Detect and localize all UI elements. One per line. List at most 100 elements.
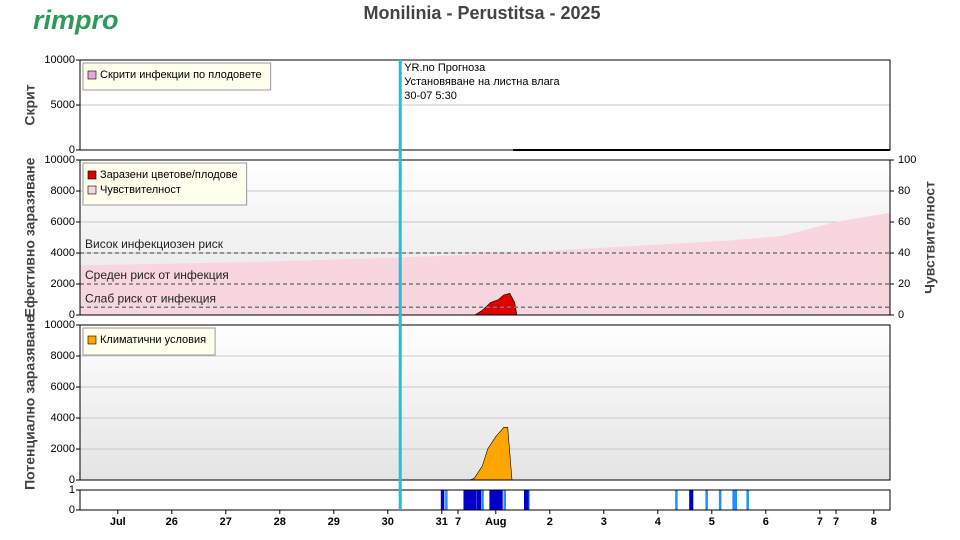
y-tick-label: 0 xyxy=(69,504,75,516)
y-axis-label: Скрит xyxy=(22,84,38,125)
wetness-bar xyxy=(470,490,473,510)
x-tick-label: 7 xyxy=(817,516,823,528)
legend: Скрити инфекции по плодовете xyxy=(82,62,272,91)
y-tick-label: 6000 xyxy=(51,216,75,228)
x-tick-label: 4 xyxy=(655,516,662,528)
wetness-bar xyxy=(466,490,470,510)
legend-label: Климатични условия xyxy=(100,334,206,346)
wetness-bar xyxy=(472,490,475,510)
y2-axis-label: Чувствителност xyxy=(922,181,938,294)
y-tick-label: 10000 xyxy=(44,154,75,166)
wetness-bar xyxy=(689,490,692,510)
x-tick-label: 8 xyxy=(871,516,877,528)
x-tick-label: 30 xyxy=(382,516,394,528)
y-tick-label: 0 xyxy=(69,309,75,321)
x-tick-label: 3 xyxy=(601,516,607,528)
wetness-bar xyxy=(478,490,482,510)
wetness-bar xyxy=(746,490,749,510)
x-tick-label: Jul xyxy=(110,516,126,528)
y-tick-label: 1 xyxy=(69,484,75,496)
y-tick-label: 6000 xyxy=(51,381,75,393)
y2-tick-label: 80 xyxy=(898,185,910,197)
y2-tick-label: 20 xyxy=(898,278,910,290)
legend-swatch xyxy=(87,70,97,80)
wetness-bar xyxy=(496,490,499,510)
legend-box xyxy=(82,327,216,356)
x-tick-label: 7 xyxy=(455,516,461,528)
wetness-bar xyxy=(498,490,501,510)
annotation: Установяване на листна влага xyxy=(404,76,560,88)
wetness-bar xyxy=(503,490,506,510)
area xyxy=(473,292,518,316)
x-tick-label: 7 xyxy=(833,516,839,528)
area xyxy=(469,427,513,481)
logo: rimpro xyxy=(33,5,119,35)
y-tick-label: 0 xyxy=(69,474,75,486)
legend-swatch xyxy=(87,335,97,345)
y2-tick-label: 0 xyxy=(898,309,904,321)
y2-tick-label: 60 xyxy=(898,216,910,228)
legend-label: Чувствителност xyxy=(100,184,181,196)
wetness-bar xyxy=(494,490,498,510)
wetness-bar xyxy=(732,490,735,510)
y-tick-label: 4000 xyxy=(51,247,75,259)
wetness-bar xyxy=(481,490,484,510)
x-tick-label: 28 xyxy=(274,516,286,528)
legend-box xyxy=(82,62,272,91)
legend-swatch xyxy=(87,170,97,180)
y-tick-label: 2000 xyxy=(51,278,75,290)
wetness-bar xyxy=(476,490,479,510)
y-axis-label: Ефективно заразяване xyxy=(22,157,38,317)
y2-tick-label: 100 xyxy=(898,154,916,166)
y-tick-label: 8000 xyxy=(51,350,75,362)
risk-label: Среден риск от инфекция xyxy=(85,268,229,282)
annotation: 30-07 5:30 xyxy=(404,90,457,102)
wetness-bar xyxy=(465,490,468,510)
legend-label: Скрити инфекции по плодовете xyxy=(100,69,262,81)
wetness-bar xyxy=(500,490,503,510)
plot-frame xyxy=(79,324,891,481)
x-tick-label: 29 xyxy=(328,516,340,528)
legend: Климатични условия xyxy=(82,327,216,356)
wetness-bar xyxy=(675,490,678,510)
y-tick-label: 4000 xyxy=(51,412,75,424)
wetness-bar xyxy=(441,490,445,510)
wetness-bar xyxy=(463,490,466,510)
x-tick-label: 27 xyxy=(220,516,232,528)
legend-label: Заразени цветове/плодове xyxy=(100,169,238,181)
plot-background xyxy=(80,490,890,510)
y-tick-label: 0 xyxy=(69,144,75,156)
y-tick-label: 5000 xyxy=(51,99,75,111)
x-tick-label: Aug xyxy=(485,516,506,528)
wetness-bar xyxy=(491,490,494,510)
y-axis-label: Потенциално заразяване xyxy=(22,315,38,490)
plot-frame xyxy=(79,59,891,151)
y-tick-label: 8000 xyxy=(51,185,75,197)
wetness-bar xyxy=(468,490,471,510)
area xyxy=(80,212,890,315)
x-tick-label: 26 xyxy=(166,516,178,528)
risk-label: Слаб риск от инфекция xyxy=(85,291,216,305)
y-tick-label: 2000 xyxy=(51,443,75,455)
wetness-bar xyxy=(523,490,527,510)
annotation: YR.no Прогноза xyxy=(404,62,486,74)
title: Monilinia - Perustitsa - 2025 xyxy=(363,3,600,23)
plot-frame xyxy=(79,489,891,511)
legend-box xyxy=(82,162,248,206)
wetness-bar xyxy=(718,490,722,510)
wetness-bar xyxy=(445,490,448,510)
y-tick-label: 10000 xyxy=(44,54,75,66)
wetness-bar xyxy=(526,490,529,510)
y-tick-label: 10000 xyxy=(44,319,75,331)
wetness-bar xyxy=(690,490,694,510)
wetness-bar xyxy=(705,490,708,510)
wetness-bar xyxy=(492,490,496,510)
x-tick-label: 31 xyxy=(436,516,448,528)
y2-tick-label: 40 xyxy=(898,247,910,259)
x-tick-label: 6 xyxy=(763,516,769,528)
legend-swatch xyxy=(87,185,97,195)
wetness-bar xyxy=(473,490,477,510)
x-tick-label: 5 xyxy=(709,516,715,528)
risk-label: Висок инфекциозен риск xyxy=(85,237,224,251)
